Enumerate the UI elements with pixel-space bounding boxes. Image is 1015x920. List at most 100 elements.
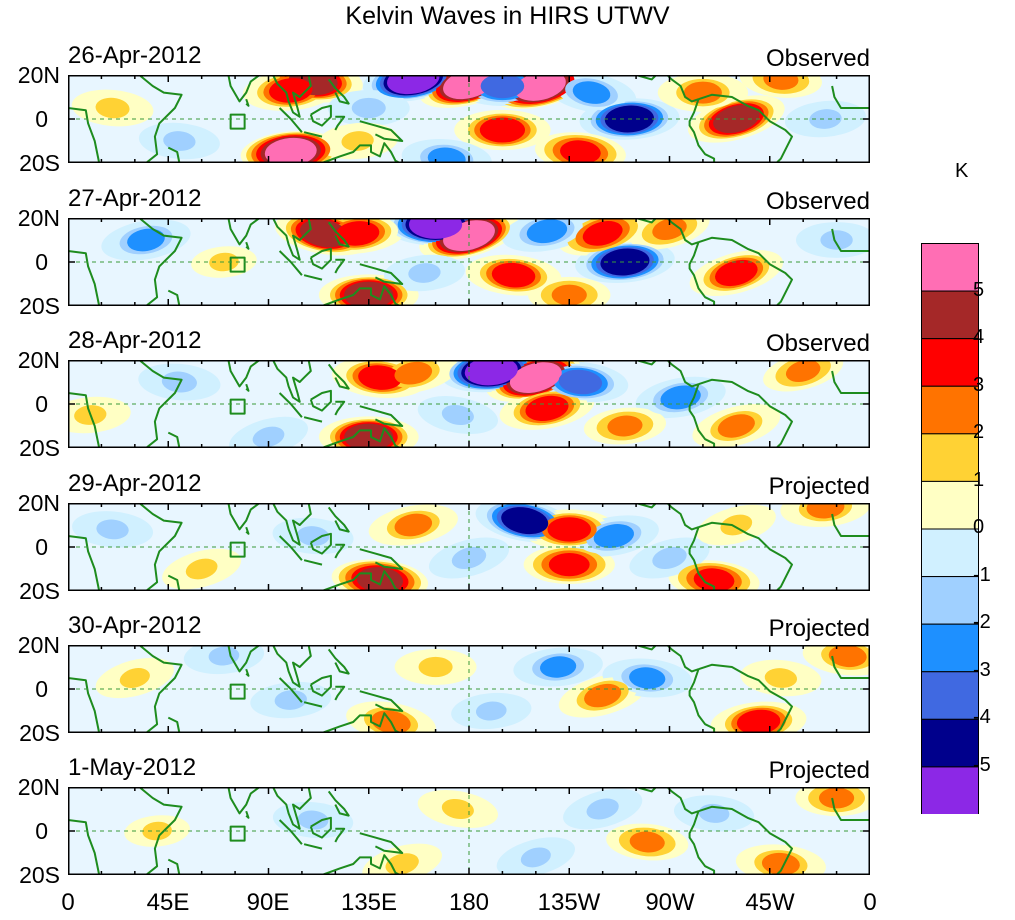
colorbar-swatch bbox=[921, 718, 979, 768]
coastline bbox=[359, 263, 404, 285]
coastline bbox=[167, 858, 181, 875]
coastline bbox=[68, 819, 101, 875]
coastline bbox=[245, 241, 250, 250]
coastline bbox=[334, 115, 346, 131]
coastline bbox=[698, 663, 793, 733]
anomaly-contour bbox=[297, 810, 329, 830]
panel-date-label: 30-Apr-2012 bbox=[68, 612, 202, 639]
colorbar-tick-label: -3 bbox=[973, 659, 991, 681]
colorbar-tick-label: -2 bbox=[973, 611, 991, 633]
colorbar-swatch bbox=[921, 671, 979, 720]
coastlines bbox=[68, 503, 870, 591]
coastline bbox=[698, 378, 793, 448]
coastline bbox=[303, 274, 323, 281]
coastline bbox=[309, 104, 332, 127]
anomaly-contour bbox=[525, 395, 569, 421]
coastline bbox=[303, 559, 323, 566]
anomaly-contour bbox=[394, 361, 433, 385]
coastline bbox=[698, 93, 793, 163]
lat-tick-label: 20S bbox=[19, 435, 60, 461]
coastline bbox=[68, 677, 101, 733]
coastline bbox=[635, 360, 699, 388]
colorbar-tick-label: -5 bbox=[973, 754, 991, 776]
coastline bbox=[321, 712, 401, 733]
lon-tick-label: 135E bbox=[340, 889, 398, 916]
anomaly-contour bbox=[761, 852, 800, 875]
anomaly-contour bbox=[629, 831, 665, 853]
coastline bbox=[272, 75, 312, 118]
anomaly-contour bbox=[683, 81, 722, 104]
coastline bbox=[245, 383, 250, 392]
anomaly-contour bbox=[713, 104, 760, 134]
anomaly-contour bbox=[584, 683, 622, 708]
anomaly-contour bbox=[479, 117, 526, 143]
anomaly-contour bbox=[441, 798, 474, 820]
colorbar-swatch bbox=[921, 433, 979, 482]
coastline bbox=[167, 716, 181, 733]
coastline bbox=[831, 513, 870, 537]
anomaly-contour bbox=[119, 668, 150, 688]
panel-status-label: Projected bbox=[768, 473, 870, 500]
coastline bbox=[167, 146, 181, 163]
anomaly-contour bbox=[547, 517, 592, 542]
anomaly-contour bbox=[806, 503, 845, 519]
lat-tick-label: 20S bbox=[19, 720, 60, 746]
anomaly-contour bbox=[785, 360, 821, 383]
island-outline bbox=[229, 398, 246, 415]
anomaly-contour bbox=[652, 218, 687, 241]
colorbar-tick-label: 0 bbox=[973, 516, 985, 538]
coastline bbox=[327, 790, 350, 817]
anomaly-contour bbox=[358, 365, 402, 390]
coastline bbox=[309, 674, 332, 697]
coastlines bbox=[68, 360, 870, 448]
colorbar-swatch bbox=[921, 338, 979, 387]
coastline bbox=[359, 832, 404, 854]
coastline bbox=[831, 228, 870, 252]
map-frame bbox=[68, 787, 870, 875]
colorbar-tick-label: -4 bbox=[973, 706, 991, 728]
colorbar bbox=[921, 243, 979, 814]
colorbar-swatch bbox=[921, 766, 979, 814]
panel-date-label: 1-May-2012 bbox=[68, 754, 197, 781]
coastline bbox=[327, 221, 350, 248]
lat-tick-label: 20S bbox=[19, 150, 60, 176]
anomaly-contour bbox=[600, 248, 650, 276]
coastline bbox=[245, 668, 250, 677]
coastline bbox=[167, 574, 181, 591]
coastline bbox=[278, 107, 303, 133]
lat-tick-label: 0 bbox=[35, 534, 48, 560]
anomaly-contour bbox=[344, 423, 394, 448]
coastline bbox=[321, 854, 401, 875]
coastline bbox=[138, 75, 183, 163]
lat-tick-label: 0 bbox=[35, 818, 48, 844]
coastline bbox=[245, 810, 250, 819]
anomaly-contour bbox=[809, 109, 842, 129]
coastline bbox=[635, 645, 699, 673]
coastline bbox=[321, 285, 401, 306]
panel-status-label: Projected bbox=[768, 615, 870, 642]
coastline bbox=[309, 816, 332, 839]
coastlines bbox=[68, 75, 870, 163]
anomaly-contour bbox=[514, 75, 566, 101]
coastline bbox=[688, 526, 716, 591]
anomaly-contour bbox=[127, 228, 165, 252]
coastline bbox=[272, 645, 312, 688]
anomaly-contour bbox=[351, 97, 386, 119]
coastline bbox=[227, 360, 261, 388]
lat-tick-label: 20N bbox=[17, 205, 60, 231]
coastline bbox=[359, 405, 404, 427]
coastlines bbox=[68, 787, 870, 875]
coastline bbox=[327, 648, 350, 675]
anomaly-field bbox=[101, 218, 870, 306]
coastline bbox=[227, 218, 261, 246]
coastline bbox=[272, 360, 312, 403]
colorbar-tick-label: 5 bbox=[973, 279, 985, 301]
coastline bbox=[278, 392, 303, 418]
colorbar-tick-label: 4 bbox=[973, 326, 985, 348]
anomaly-contour bbox=[607, 415, 643, 437]
coastline bbox=[831, 85, 870, 109]
map-frame bbox=[68, 645, 870, 733]
coastline bbox=[688, 98, 716, 163]
coastline bbox=[309, 532, 332, 555]
coastline bbox=[359, 120, 404, 142]
